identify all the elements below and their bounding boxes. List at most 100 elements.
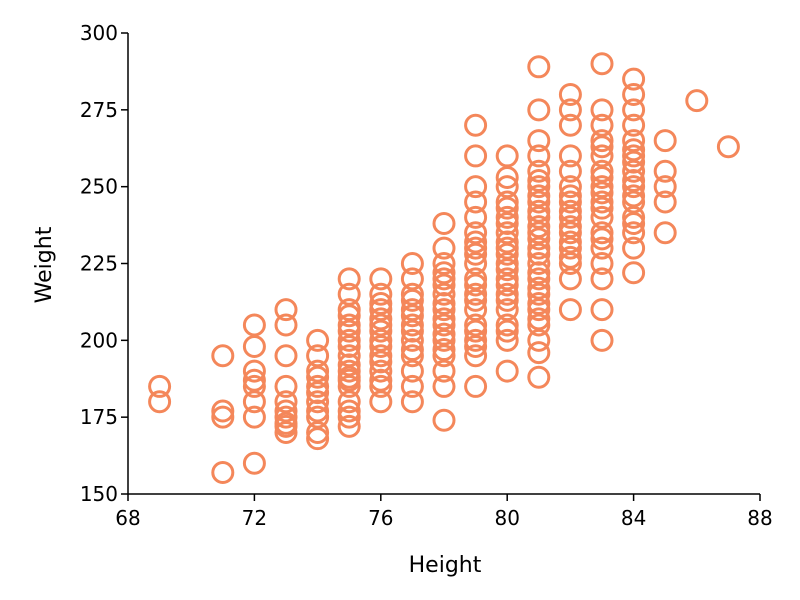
data-point	[400, 374, 424, 398]
data-point	[337, 365, 361, 389]
x-tick-label: 76	[368, 506, 393, 530]
data-point	[464, 230, 488, 254]
data-point	[558, 236, 582, 260]
data-point	[464, 313, 488, 337]
data-point	[432, 261, 456, 285]
data-point	[590, 227, 614, 251]
data-point	[464, 328, 488, 352]
data-point	[622, 169, 646, 193]
data-point	[400, 338, 424, 362]
data-point	[306, 344, 330, 368]
data-points	[148, 52, 740, 484]
data-point	[622, 184, 646, 208]
data-point	[590, 181, 614, 205]
data-point	[495, 196, 519, 220]
data-point	[495, 165, 519, 189]
data-point	[337, 313, 361, 337]
data-point	[337, 344, 361, 368]
data-point	[622, 98, 646, 122]
data-point	[527, 221, 551, 245]
data-point	[495, 212, 519, 236]
data-point	[495, 205, 519, 229]
data-point	[400, 267, 424, 291]
data-point	[527, 313, 551, 337]
data-point	[337, 334, 361, 358]
data-point	[495, 267, 519, 291]
data-point	[495, 190, 519, 214]
data-point	[432, 236, 456, 260]
data-point	[590, 129, 614, 153]
data-point	[527, 199, 551, 223]
data-point	[274, 390, 298, 414]
data-point	[274, 374, 298, 398]
data-point	[400, 288, 424, 312]
data-point	[527, 205, 551, 229]
data-point	[527, 175, 551, 199]
data-point	[306, 427, 330, 451]
data-point	[242, 390, 266, 414]
data-point	[400, 359, 424, 383]
data-point	[622, 113, 646, 137]
data-point	[622, 212, 646, 236]
data-point	[464, 113, 488, 137]
data-point	[306, 374, 330, 398]
data-point	[464, 242, 488, 266]
data-point	[432, 313, 456, 337]
x-axis-ticks: 68 72 76 80 84 88	[115, 494, 773, 530]
data-point	[432, 282, 456, 306]
data-point	[495, 242, 519, 266]
data-point	[495, 288, 519, 312]
data-point	[369, 350, 393, 374]
data-point	[558, 159, 582, 183]
data-point	[400, 319, 424, 343]
data-point	[432, 298, 456, 322]
data-point	[369, 291, 393, 315]
data-point	[558, 144, 582, 168]
data-point	[653, 129, 677, 153]
y-tick-label: 275	[80, 98, 118, 122]
data-point	[590, 113, 614, 137]
data-point	[432, 408, 456, 432]
data-point	[369, 298, 393, 322]
data-point	[337, 414, 361, 438]
data-point	[400, 298, 424, 322]
data-point	[274, 405, 298, 429]
data-point	[306, 421, 330, 445]
data-point	[527, 236, 551, 260]
data-point	[558, 175, 582, 199]
data-point	[432, 267, 456, 291]
data-point	[337, 304, 361, 328]
data-point	[337, 267, 361, 291]
data-point	[495, 175, 519, 199]
data-point	[495, 144, 519, 168]
y-tick-label: 250	[80, 175, 118, 199]
data-point	[306, 381, 330, 405]
data-point	[369, 319, 393, 343]
data-point	[622, 175, 646, 199]
data-point	[369, 344, 393, 368]
data-point	[590, 221, 614, 245]
data-point	[527, 227, 551, 251]
data-point	[590, 328, 614, 352]
data-point	[527, 159, 551, 183]
data-point	[369, 359, 393, 383]
data-point	[653, 221, 677, 245]
data-point	[337, 282, 361, 306]
x-tick-label: 72	[242, 506, 267, 530]
data-point	[432, 212, 456, 236]
data-point	[558, 190, 582, 214]
data-point	[306, 328, 330, 352]
y-axis-title: Weight	[32, 226, 57, 303]
x-tick-label: 88	[747, 506, 772, 530]
x-tick-label: 84	[621, 506, 646, 530]
data-point	[590, 159, 614, 183]
data-point	[622, 129, 646, 153]
data-point	[527, 298, 551, 322]
data-point	[432, 344, 456, 368]
x-tick-label: 80	[494, 506, 519, 530]
data-point	[400, 344, 424, 368]
data-point	[400, 252, 424, 275]
data-point	[653, 175, 677, 199]
data-point	[558, 298, 582, 322]
